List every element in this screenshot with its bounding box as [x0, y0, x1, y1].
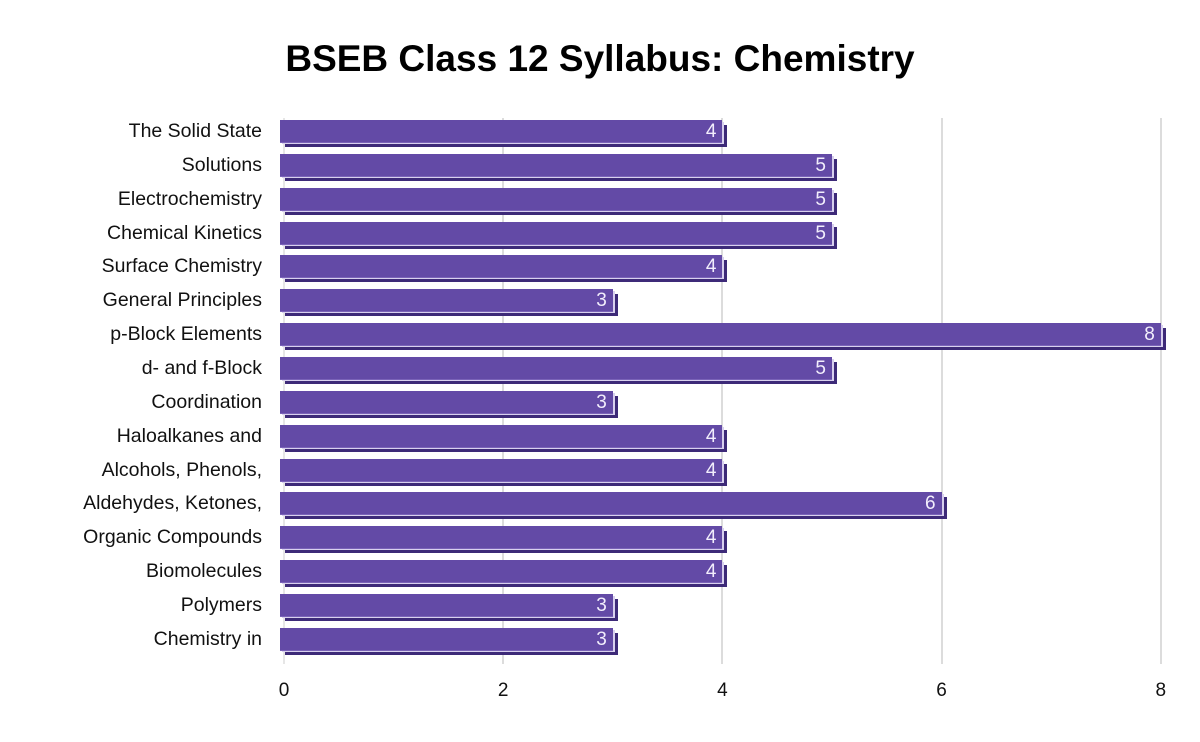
- category-label: Solutions: [181, 153, 262, 176]
- bar-value-label: 3: [596, 391, 607, 413]
- bar-fill: 5: [280, 153, 832, 177]
- bar-fill: 3: [280, 390, 613, 414]
- category-label: Surface Chemistry: [101, 255, 262, 278]
- bar-fill: 4: [280, 424, 723, 448]
- bar-value-label: 4: [705, 121, 717, 142]
- bar-value-label: 3: [596, 594, 607, 616]
- bar-fill: 5: [280, 187, 832, 211]
- x-tick-label: 4: [717, 680, 728, 701]
- bar: 5: [280, 187, 838, 216]
- bar: 4: [280, 560, 728, 588]
- bar: 4: [280, 255, 728, 283]
- bar: 5: [280, 221, 838, 250]
- x-tick-label: 2: [497, 680, 509, 701]
- gridline: [1159, 118, 1162, 664]
- bar: 5: [280, 153, 838, 182]
- category-label: Chemical Kinetics: [107, 221, 262, 244]
- category-label: General Principles: [102, 289, 262, 312]
- chart-title: BSEB Class 12 Syllabus: Chemistry: [285, 38, 915, 79]
- bar-fill: 4: [280, 120, 723, 143]
- bar-value-label: 5: [815, 188, 826, 210]
- bar-value-label: 5: [815, 357, 826, 379]
- bar-value-label: 4: [705, 561, 717, 583]
- bar: 3: [280, 390, 619, 419]
- category-label: Aldehydes, Ketones,: [83, 492, 262, 515]
- bar-fill: 5: [280, 221, 832, 245]
- bar-fill: 3: [280, 289, 613, 313]
- bar-fill: 3: [280, 593, 613, 617]
- category-label: Biomolecules: [146, 560, 262, 583]
- category-label: Polymers: [180, 593, 262, 616]
- category-label: The Solid State: [128, 120, 262, 142]
- bar: 5: [280, 356, 838, 385]
- bar-fill: 4: [280, 458, 723, 482]
- category-label: Alcohols, Phenols,: [101, 458, 262, 481]
- bar-value-label: 5: [815, 222, 826, 244]
- x-tick-label: 6: [936, 680, 947, 701]
- bar-value-label: 4: [705, 256, 717, 278]
- category-label: p-Block Elements: [110, 323, 262, 346]
- bar-value-label: 4: [705, 459, 717, 481]
- category-label: d- and f-Block: [141, 356, 262, 379]
- x-tick-label: 8: [1155, 680, 1167, 701]
- bar: 4: [280, 424, 728, 453]
- category-label: Coordination: [151, 390, 262, 413]
- category-label: Organic Compounds: [83, 526, 262, 549]
- bar: 3: [280, 289, 619, 317]
- bar-fill: 4: [280, 526, 723, 550]
- bar-value-label: 3: [596, 290, 607, 312]
- bar: 4: [280, 120, 728, 148]
- bar-value-label: 4: [705, 527, 717, 549]
- bar-fill: 8: [280, 323, 1161, 347]
- bar-fill: 4: [280, 560, 723, 584]
- bar-value-label: 5: [815, 154, 826, 176]
- bar-fill: 6: [280, 492, 942, 516]
- category-label: Haloalkanes and: [116, 424, 262, 447]
- category-label: Electrochemistry: [117, 187, 262, 210]
- x-tick-label: 0: [278, 680, 290, 701]
- bar: 6: [280, 492, 948, 520]
- bar-fill: 3: [280, 627, 613, 651]
- bar: 3: [280, 593, 619, 622]
- bar: 4: [280, 458, 728, 487]
- bar: 4: [280, 526, 728, 554]
- bar-fill: 4: [280, 255, 723, 279]
- bar: 3: [280, 627, 619, 656]
- bar: 8: [280, 323, 1167, 351]
- bar-value-label: 8: [1144, 324, 1155, 346]
- bar-value-label: 3: [596, 628, 607, 650]
- gridline: [940, 118, 943, 664]
- gridline: [721, 118, 724, 664]
- bar-fill: 5: [280, 356, 832, 380]
- bar-value-label: 6: [925, 493, 936, 515]
- bar-value-label: 4: [705, 425, 717, 447]
- category-label: Chemistry in: [153, 627, 262, 650]
